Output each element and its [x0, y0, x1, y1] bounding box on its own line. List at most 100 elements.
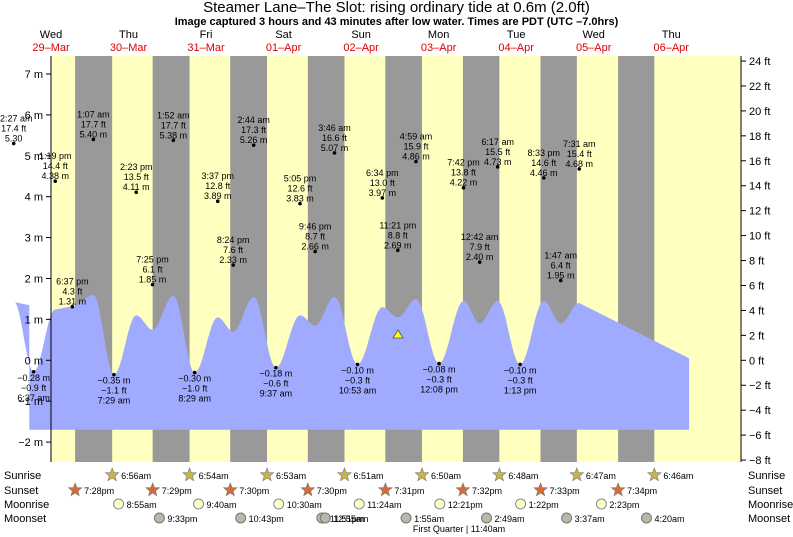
extreme-dot [541, 176, 546, 180]
extreme-label: 1:19 pm [39, 151, 72, 161]
extreme-label: 9:46 pm [299, 222, 332, 232]
sunrise-icon [182, 467, 198, 482]
extreme-label: 13.0 ft [370, 178, 396, 188]
sunset-icon [145, 482, 161, 497]
y-right-tick-label: 2 ft [749, 330, 764, 342]
extreme-label: 14.6 ft [531, 158, 557, 168]
moonset-icon [319, 512, 331, 524]
extreme-dot [134, 190, 139, 195]
extreme-label: 5.30 [5, 134, 23, 144]
moonset-icon [561, 512, 573, 524]
sunset-icon [610, 482, 626, 497]
axes: −2 m −1 m 0 m 1 m 2 m 3 m 4 m 5 m 6 m 7 m −8 ft −6 … [18, 56, 771, 467]
extreme-label: 6:34 pm [366, 168, 399, 178]
page-subtitle: Image captured 3 hours and 43 minutes af… [174, 16, 619, 28]
extreme-label: −0.9 ft [21, 383, 47, 393]
extreme-dot [171, 138, 176, 143]
sunset-icon [377, 482, 393, 497]
y-right-tick-label: 14 ft [749, 181, 770, 193]
sunrise-time: 6:48am [508, 471, 538, 481]
moonrise-icon [273, 498, 285, 510]
extreme-label: 6:37 am [17, 393, 50, 403]
day-weekday: Sun [351, 29, 371, 41]
extreme-label: −0.28 m [17, 373, 50, 383]
day-weekday: Mon [428, 29, 449, 41]
moonrise-icon [595, 498, 607, 510]
extreme-label: 8.8 ft [388, 230, 409, 240]
y-right-tick-label: 20 ft [749, 106, 770, 118]
extreme-label: 3.83 m [286, 194, 314, 204]
extreme-label: 3:46 am [318, 123, 351, 133]
row-label-moonrise-left: Moonrise [4, 499, 49, 511]
extreme-label: −0.10 m [341, 365, 374, 375]
extreme-label: 4.68 m [565, 159, 593, 169]
tide-area [15, 294, 690, 430]
extreme-dot [70, 304, 75, 309]
extreme-label: 8:29 am [178, 394, 211, 404]
extreme-dot [558, 278, 563, 283]
moonrise-time: 12:21pm [448, 500, 483, 510]
extreme-label: 6:17 am [481, 137, 514, 147]
moonrise-time: 11:24am [367, 500, 401, 510]
y-right-tick-label: 12 ft [749, 206, 770, 218]
extreme-label: −0.08 m [423, 365, 456, 375]
extreme-dot [150, 282, 155, 287]
extreme-dot [395, 248, 400, 253]
extreme-label: 6.1 ft [142, 265, 163, 275]
extreme-label: 3.89 m [204, 191, 232, 201]
y-right-tick-label: 16 ft [749, 156, 770, 168]
extreme-label: −0.35 m [98, 376, 131, 386]
extreme-label: 7.6 ft [223, 245, 244, 255]
day-date: 03–Apr [421, 42, 457, 54]
moonset-time: 4:20am [654, 514, 684, 524]
page-title: Steamer Lane–The Slot: rising ordinary t… [203, 0, 590, 16]
extreme-label: −1.1 ft [101, 386, 127, 396]
day-weekday: Wed [582, 29, 604, 41]
tide-water-area [15, 294, 690, 430]
extreme-label: 13.5 ft [124, 172, 150, 182]
y-right-tick-label: 8 ft [749, 256, 764, 268]
extreme-label: 4.46 m [530, 168, 558, 178]
day-weekday: Thu [662, 29, 681, 41]
extreme-label: 7:25 pm [136, 255, 169, 265]
day-date: 31–Mar [187, 42, 225, 54]
sunset-icon [67, 482, 83, 497]
extreme-label: 7.9 ft [470, 242, 491, 252]
extreme-dot [355, 362, 360, 367]
extreme-label: 1.85 m [139, 275, 167, 285]
y-left-tick-label: −1 m [18, 396, 43, 408]
extreme-label: 4.86 m [402, 152, 430, 162]
extreme-dot [215, 199, 220, 203]
moonrise-icon [515, 498, 527, 510]
extreme-label: −0.30 m [178, 374, 211, 384]
day-weekday: Tue [507, 29, 526, 41]
y-left-tick-label: 1 m [25, 314, 43, 326]
extreme-label: 12:08 pm [420, 385, 458, 395]
extreme-dot [251, 143, 256, 147]
extreme-dot [112, 372, 116, 377]
moonset-icon [481, 512, 493, 524]
extreme-label: 1:07 am [77, 109, 110, 119]
day-date: 06–Apr [653, 42, 689, 54]
moonset-time: 3:37am [575, 514, 605, 524]
moonset-icon [235, 512, 247, 524]
sunset-time: 7:30pm [239, 486, 269, 496]
extreme-label: 3.97 m [369, 188, 397, 198]
sunrise-icon [569, 467, 585, 482]
sunset-icon [300, 482, 316, 497]
sunset-time: 7:34pm [627, 486, 657, 496]
extreme-dot [11, 141, 16, 146]
extreme-label: 2.40 m [466, 252, 494, 262]
day-date: 04–Apr [498, 42, 534, 54]
moonset-icon [400, 512, 412, 524]
moonrise-time: 1:22pm [529, 500, 559, 510]
y-left-tick-label: 6 m [25, 110, 43, 122]
y-right-tick-label: 22 ft [749, 81, 770, 93]
y-left-tick-label: 2 m [25, 274, 43, 286]
extreme-dot [332, 151, 337, 155]
extreme-dot [577, 167, 582, 171]
extreme-dot [298, 201, 302, 206]
day-weekday: Sat [275, 29, 292, 41]
extreme-dot [477, 260, 482, 264]
